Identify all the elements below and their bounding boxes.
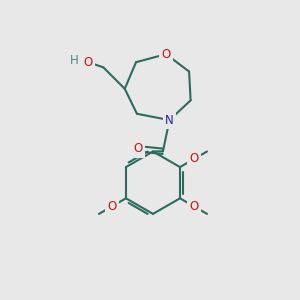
Text: H: H [70, 54, 79, 67]
Text: O: O [107, 200, 116, 213]
Text: O: O [161, 48, 171, 61]
Text: N: N [165, 114, 174, 127]
Text: O: O [190, 152, 199, 165]
Text: O: O [83, 56, 92, 68]
Text: O: O [133, 142, 142, 155]
Text: O: O [190, 200, 199, 213]
